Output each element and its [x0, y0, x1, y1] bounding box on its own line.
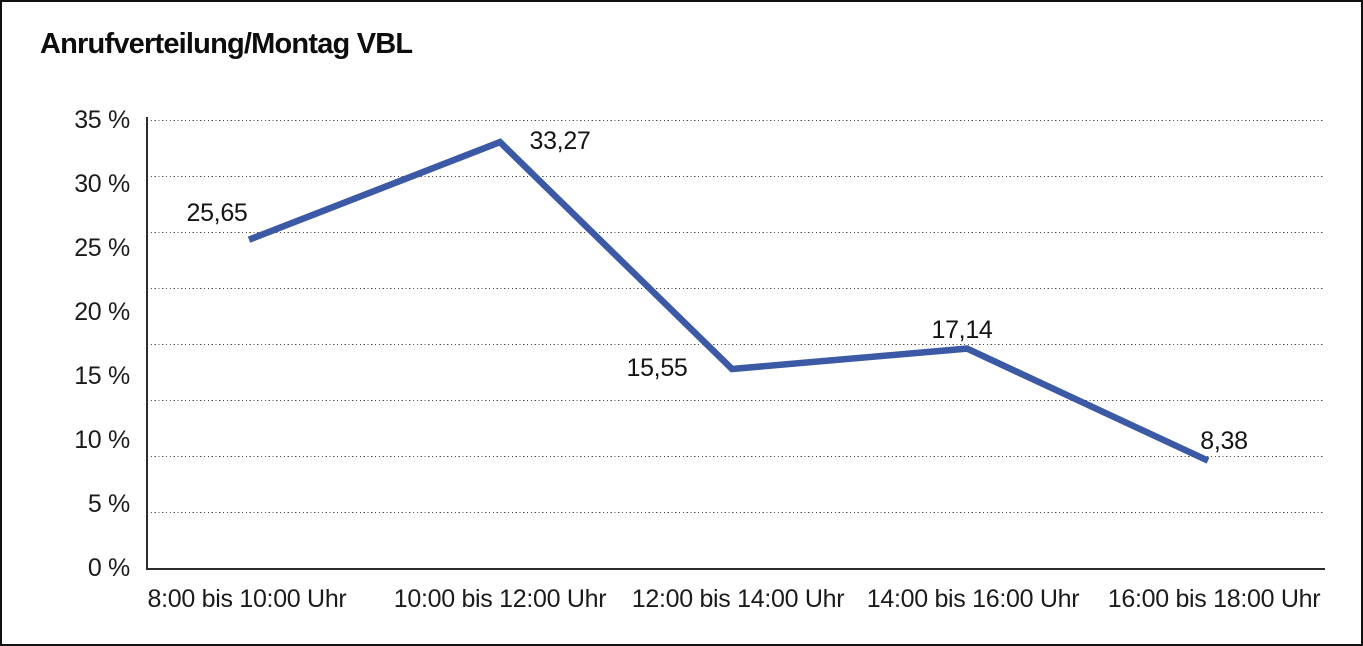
y-axis-tick-label: 0 % — [87, 554, 130, 582]
gridline — [147, 456, 1325, 458]
data-label: 33,27 — [529, 127, 591, 156]
x-axis-tick-label: 16:00 bis 18:00 Uhr — [1107, 585, 1321, 613]
gridline — [147, 232, 1325, 234]
y-axis-tick-label: 15 % — [74, 362, 130, 390]
y-axis-tick-label: 30 % — [74, 170, 130, 198]
gridline — [147, 288, 1325, 290]
data-label: 8,38 — [1200, 426, 1248, 455]
y-axis-line — [146, 117, 148, 570]
y-axis-tick-label: 25 % — [74, 234, 130, 262]
x-axis-tick-label: 12:00 bis 14:00 Uhr — [631, 585, 845, 613]
y-axis-tick-label: 10 % — [74, 426, 130, 454]
data-label: 25,65 — [186, 198, 248, 227]
gridline — [147, 120, 1325, 122]
x-axis-tick-label: 10:00 bis 12:00 Uhr — [393, 585, 607, 613]
x-axis-tick-label: 8:00 bis 10:00 Uhr — [147, 585, 347, 613]
gridline — [147, 400, 1325, 402]
data-label: 17,14 — [931, 315, 993, 344]
x-axis-tick-label: 14:00 bis 16:00 Uhr — [866, 585, 1080, 613]
data-line — [247, 138, 1210, 464]
gridline — [147, 344, 1325, 346]
gridline — [147, 512, 1325, 514]
y-axis-tick-label: 35 % — [74, 106, 130, 134]
chart-title: Anrufverteilung/Montag VBL — [40, 28, 413, 60]
x-axis-line — [146, 568, 1325, 570]
y-axis-tick-label: 5 % — [87, 490, 130, 518]
y-axis-tick-label: 20 % — [74, 298, 130, 326]
data-label: 15,55 — [626, 353, 688, 382]
gridline — [147, 176, 1325, 178]
